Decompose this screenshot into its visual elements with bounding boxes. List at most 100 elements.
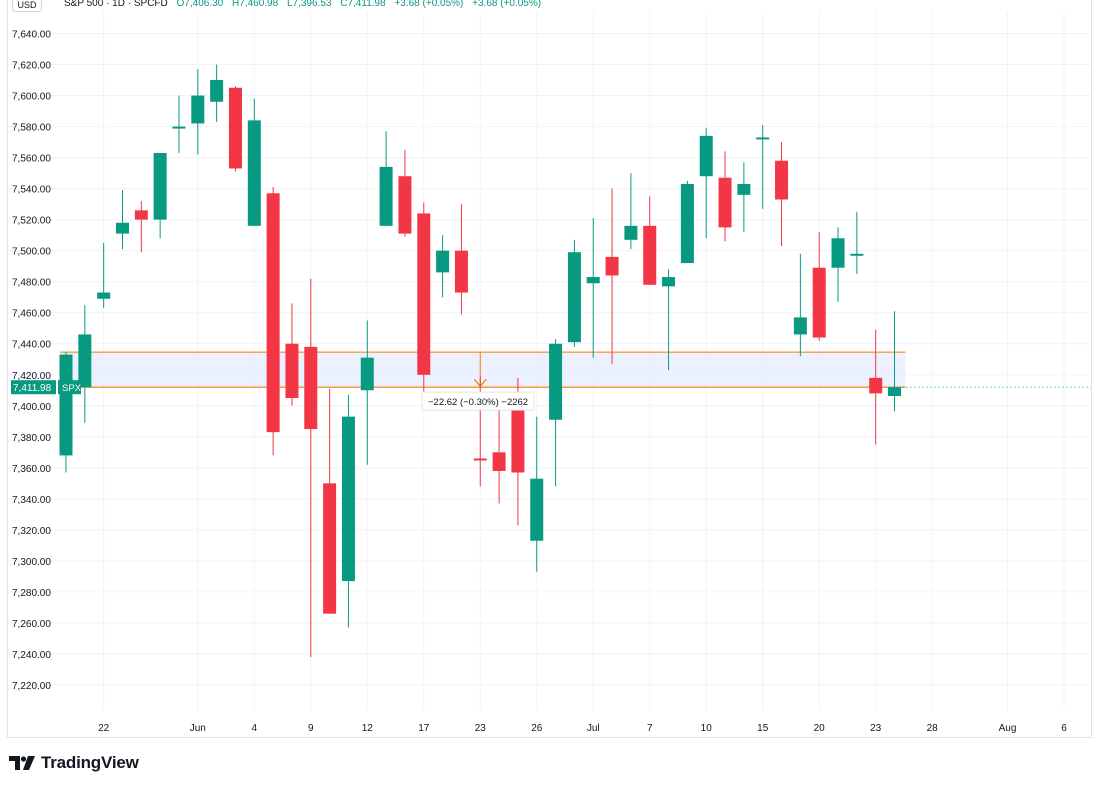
x-tick-label: Aug [999,723,1017,734]
candle-up [153,152,167,220]
candle-down [417,213,431,375]
y-tick-label: 7,620.00 [12,61,51,72]
candle-up [699,135,713,177]
candle-up [436,250,450,273]
x-tick-label: 7 [647,723,653,734]
y-tick-label: 7,640.00 [12,30,51,41]
y-tick-label: 7,580.00 [12,123,51,134]
brand-name: TradingView [41,753,139,772]
chart-frame[interactable] [7,0,1092,738]
candle-up [210,80,224,102]
y-tick-label: 7,280.00 [12,588,51,599]
y-tick-label: 7,600.00 [12,92,51,103]
x-tick-label: 15 [757,723,769,734]
candle-up [831,238,845,268]
legend-ohlc: S&P 500 · 1D · SPCFD O7,406.30 H7,460.98… [64,0,547,11]
candle-down [304,346,318,430]
candle-up [59,354,73,456]
candle-down [134,210,148,220]
measure-zone [60,352,906,388]
candle-down [473,458,487,461]
candle-up [586,277,600,284]
symbol-info: S&P 500 · 1D · SPCFD [64,0,168,9]
x-tick-label: 10 [701,723,713,734]
candle-up [737,183,751,195]
candle-up [850,253,864,256]
x-tick-label: 26 [531,723,543,734]
y-tick-label: 7,520.00 [12,216,51,227]
open-value: O7,406.30 [176,0,224,9]
y-tick-label: 7,460.00 [12,309,51,320]
y-tick-label: 7,340.00 [12,495,51,506]
candle-up [530,478,544,541]
tradingview-logo-icon [9,756,35,770]
price-tag-box [11,380,56,395]
candle-up [78,334,92,388]
candle-up [756,137,770,140]
candle-up [379,166,393,226]
candle-down [869,377,883,394]
candle-up [549,343,563,420]
candle-up [624,225,638,240]
candle-up [341,416,355,582]
tradingview-brand[interactable]: TradingView [9,752,139,774]
candle-down [511,398,525,473]
candle-down [398,176,412,234]
x-tick-label: 20 [814,723,826,734]
candle-down [812,267,826,338]
candle-up [793,317,807,335]
candle-down [228,87,242,169]
y-tick-label: 7,540.00 [12,185,51,196]
x-tick-label: 12 [362,723,374,734]
candle-down [643,225,657,285]
price-tag-symbol-box [58,380,81,395]
x-tick-label: 23 [870,723,882,734]
candle-up [172,126,186,129]
measure-label-box [421,391,535,411]
x-tick-label: 4 [252,723,258,734]
close-value: C7,411.98 [340,0,386,9]
candle-down [775,160,789,200]
x-tick-label: Jul [587,723,600,734]
candle-up [567,252,581,343]
y-tick-label: 7,560.00 [12,154,51,165]
candle-down [323,483,337,614]
candle-down [605,256,619,276]
candle-up [888,387,902,397]
y-tick-label: 7,240.00 [12,650,51,661]
y-tick-label: 7,500.00 [12,247,51,258]
candle-down [285,343,299,399]
currency-button[interactable]: USD [12,0,42,12]
y-tick-label: 7,440.00 [12,340,51,351]
x-tick-label: Jun [190,723,206,734]
y-tick-label: 7,380.00 [12,433,51,444]
candle-up [97,292,111,299]
low-value: L7,396.53 [286,0,332,9]
x-tick-label: 22 [98,723,110,734]
change-value-secondary: +3.68 (+0.05%) [472,0,542,9]
y-tick-label: 7,260.00 [12,619,51,630]
candle-down [718,177,732,228]
y-tick-label: 7,360.00 [12,464,51,475]
candle-up [115,222,129,234]
candle-up [662,277,676,287]
x-tick-label: 6 [1061,723,1067,734]
candle-up [360,357,374,391]
y-tick-label: 7,400.00 [12,402,51,413]
high-value: H7,460.98 [232,0,279,9]
y-tick-label: 7,480.00 [12,278,51,289]
x-tick-label: 23 [475,723,487,734]
candle-up [680,183,694,264]
y-tick-label: 7,320.00 [12,526,51,537]
price-tag-value: 7,411.98 [13,383,52,394]
price-tag-symbol: SPX [62,383,82,394]
candle-down [492,452,506,471]
candle-up [247,120,261,226]
candle-up [191,95,205,124]
measure-label-text: −22.62 (−0.30%) −2262 [428,397,528,408]
candle-down [454,250,468,293]
y-tick-label: 7,300.00 [12,557,51,568]
candle-down [266,193,280,433]
y-tick-label: 7,420.00 [12,371,51,382]
